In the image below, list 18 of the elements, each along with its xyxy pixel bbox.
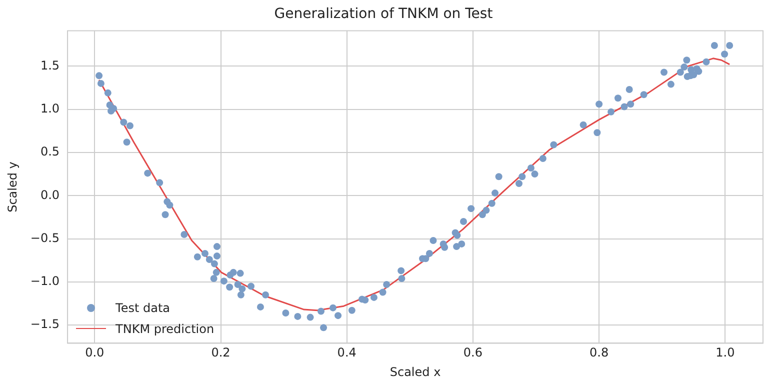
- y-tick-label: −0.5: [30, 230, 60, 245]
- x-tick-label: 1.0: [716, 346, 735, 360]
- y-tick-label: −1.5: [30, 317, 60, 332]
- x-tick-label: 0.6: [463, 346, 483, 360]
- x-tick-label: 0.2: [211, 346, 230, 360]
- x-tick-label: 0.4: [337, 346, 356, 360]
- y-tick-label: −1.0: [30, 274, 60, 288]
- x-tick-label: 0.8: [590, 346, 609, 360]
- y-tick-label: 0.5: [40, 144, 60, 159]
- x-axis-title: Scaled x: [390, 364, 441, 379]
- y-tick-label: 1.0: [40, 101, 60, 116]
- y-tick-label: 0.0: [40, 188, 60, 202]
- legend-label: TNKM prediction: [116, 322, 214, 336]
- x-tick-label: 0.0: [85, 346, 104, 360]
- legend-label: Test data: [116, 300, 170, 315]
- y-axis-title: Scaled y: [5, 162, 20, 212]
- chart-title: Generalization of TNKM on Test: [274, 6, 494, 22]
- y-tick-label: 1.5: [40, 58, 60, 72]
